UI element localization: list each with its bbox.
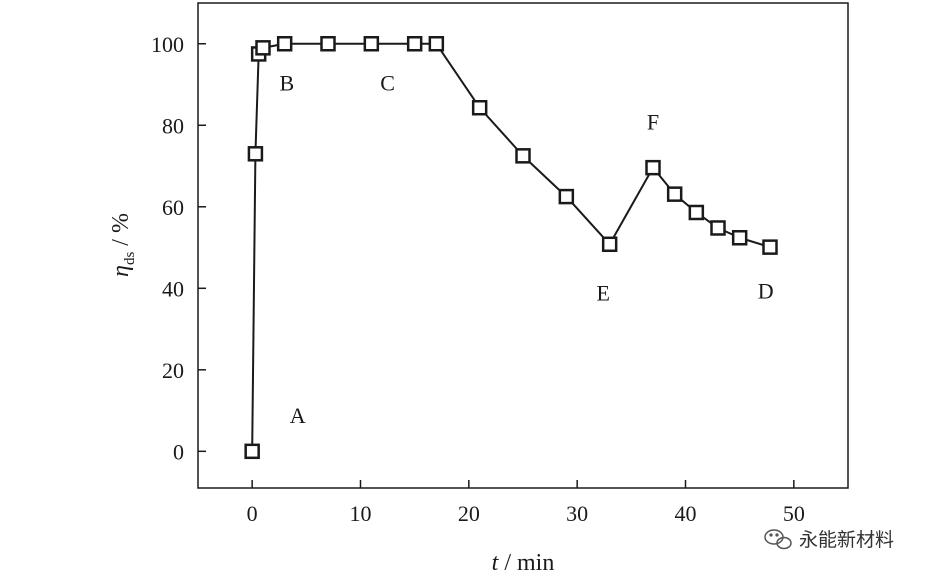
point-label-F: F (647, 109, 659, 134)
data-point (710, 220, 726, 236)
y-tick-labels: 0 20 40 60 80 100 (151, 32, 184, 465)
x-tick-label: 20 (458, 501, 480, 526)
data-point (515, 148, 531, 164)
tick-marks (198, 43, 795, 488)
x-tick-label: 40 (675, 501, 697, 526)
data-point (363, 36, 380, 52)
x-axis-title: t / min (492, 550, 555, 576)
point-label-E: E (596, 281, 609, 306)
wechat-icon (764, 529, 792, 550)
point-label-A: A (290, 403, 306, 428)
y-tick-label: 40 (162, 276, 184, 301)
y-tick-label: 0 (173, 439, 184, 464)
data-point (558, 188, 575, 205)
data-point (255, 40, 271, 56)
point-label-B: B (279, 71, 294, 96)
y-tick-label: 100 (151, 32, 184, 57)
data-point (247, 146, 264, 162)
data-point (645, 159, 661, 176)
point-label-D: D (758, 278, 774, 303)
data-point (762, 239, 778, 255)
data-point (428, 36, 445, 52)
x-tick-label: 30 (566, 501, 588, 526)
data-point (731, 230, 748, 246)
x-tick-labels: 0 10 20 30 40 50 (247, 501, 805, 526)
y-axis-title: ηds / % (108, 213, 138, 277)
point-label-C: C (380, 71, 395, 96)
annotation-group: A B C E F D (279, 71, 773, 428)
data-point (320, 36, 336, 52)
data-point (688, 204, 705, 221)
data-point (244, 443, 260, 460)
data-point (471, 99, 488, 116)
plot-frame (197, 2, 849, 489)
data-point (666, 186, 683, 202)
data-point (406, 36, 423, 52)
watermark-text: 永能新材料 (799, 529, 894, 551)
y-tick-label: 80 (162, 113, 184, 138)
data-point (276, 36, 293, 52)
x-tick-label: 0 (247, 501, 258, 526)
x-tick-label: 10 (350, 501, 372, 526)
watermark: 永能新材料 (764, 529, 894, 551)
data-point (601, 236, 618, 253)
series-group (244, 36, 778, 460)
x-tick-label: 50 (783, 501, 805, 526)
series-line (251, 42, 771, 452)
y-tick-label: 20 (162, 358, 184, 383)
y-tick-label: 60 (162, 195, 184, 220)
